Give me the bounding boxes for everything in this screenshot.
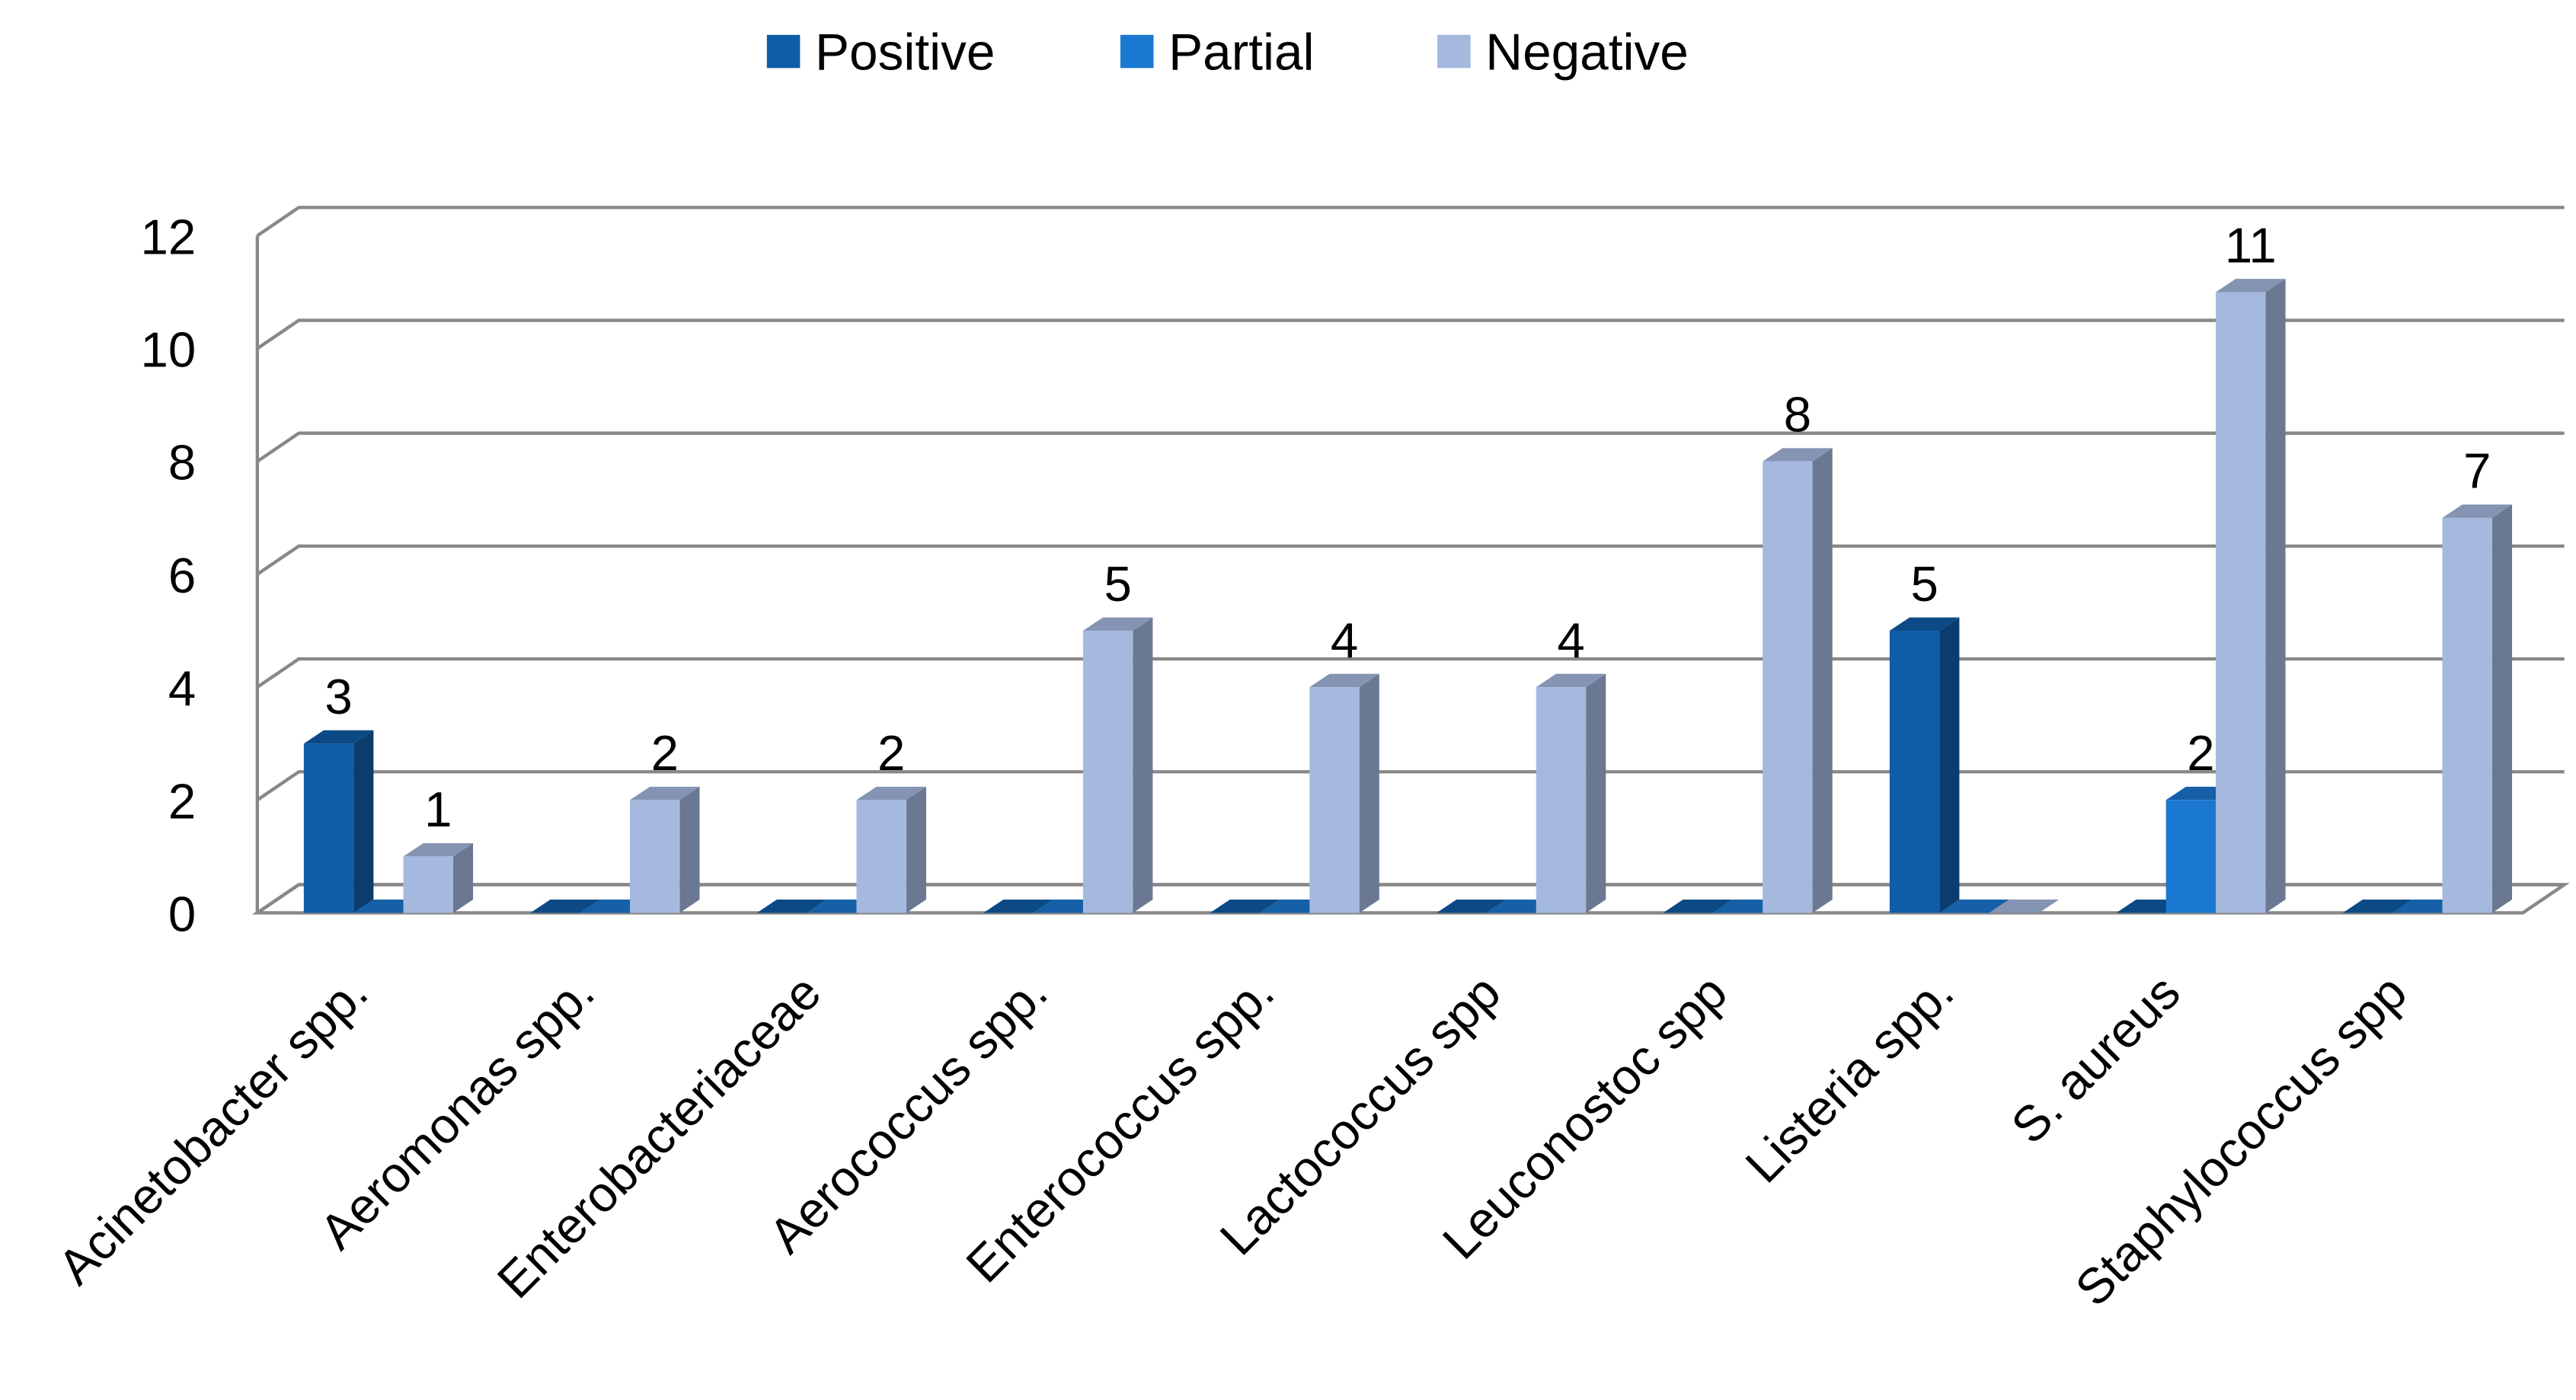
data-label: 8: [1784, 387, 1811, 443]
bar-group: [1939, 900, 2009, 913]
y-tick-label: 12: [141, 209, 197, 264]
bar-top: [1763, 448, 1833, 462]
data-label: 2: [877, 725, 905, 781]
bar: [1763, 461, 1813, 913]
legend-label: Positive: [815, 24, 995, 82]
bar-top: [1989, 900, 2060, 913]
y-tick-label: 6: [168, 548, 196, 603]
x-tick-label: Acinetobacter spp.: [47, 964, 378, 1295]
bar-side: [2265, 279, 2286, 913]
data-label: 4: [1331, 612, 1358, 668]
y-tick-label: 4: [168, 660, 196, 716]
bar: [1889, 631, 1940, 913]
bar: [630, 800, 680, 913]
bar-group: [856, 786, 926, 913]
y-tick-label: 2: [168, 773, 196, 829]
bar-group: [1763, 448, 1833, 913]
bar-side: [1133, 617, 1153, 913]
bar: [1309, 687, 1360, 913]
bar: [403, 856, 453, 913]
legend-swatch: [766, 34, 801, 69]
grid-line: [256, 318, 2565, 350]
data-label: 1: [424, 782, 452, 837]
bar-top: [1536, 673, 1606, 688]
bar-side: [2491, 504, 2513, 913]
x-tick-label: S. aureus: [2000, 964, 2190, 1154]
bar: [303, 743, 354, 913]
bar-group: [1989, 900, 2060, 913]
bar-group: [2216, 279, 2286, 913]
bar: [2165, 800, 2216, 913]
bar-group: [1536, 673, 1606, 913]
bar-top: [530, 900, 600, 913]
bar-top: [303, 730, 374, 744]
bar-top: [1210, 900, 1280, 913]
bar: [1536, 687, 1587, 913]
bar-side: [1586, 673, 1606, 913]
bar-top: [403, 842, 474, 857]
bar-group: [1437, 900, 1507, 913]
bar-group: [1210, 900, 1280, 913]
data-label: 5: [1910, 556, 1938, 612]
data-label: 2: [2187, 725, 2214, 781]
data-label: 2: [651, 725, 679, 781]
bar-top: [2216, 279, 2286, 292]
bar-group: [2342, 900, 2413, 913]
y-tick-label: 8: [168, 435, 196, 491]
data-label: 7: [2463, 443, 2491, 499]
bar-side: [1812, 448, 1833, 913]
bar-top: [2342, 900, 2413, 913]
bar-group: [1082, 617, 1153, 913]
bar: [2442, 517, 2492, 913]
legend-label: Negative: [1485, 24, 1689, 82]
bar-group: [983, 900, 1053, 913]
data-label: 3: [324, 669, 352, 724]
bar: [856, 800, 906, 913]
bar-group: [756, 900, 827, 913]
bar-top: [856, 786, 926, 801]
bar-top: [983, 900, 1053, 913]
bar-group: [2442, 504, 2513, 913]
grid-line: [256, 431, 2565, 463]
bar-top: [1437, 900, 1507, 913]
bar-top: [2442, 504, 2513, 518]
x-tick-label: Listeria spp.: [1735, 964, 1964, 1194]
bar: [1082, 631, 1133, 913]
bar-top: [1939, 900, 2009, 913]
bar-side: [679, 786, 700, 913]
legend-swatch: [1437, 34, 1471, 69]
bar-side: [353, 730, 374, 913]
bar-group: [530, 900, 600, 913]
data-label: 5: [1104, 556, 1131, 612]
bar-top: [1889, 617, 1960, 631]
bar-top: [1082, 617, 1153, 631]
bar-side: [452, 842, 474, 913]
bar-group: [1889, 617, 1960, 913]
y-tick-label: 0: [168, 886, 196, 941]
bar-group: [403, 842, 474, 913]
bar-side: [1939, 617, 1960, 913]
bar-group: [303, 730, 374, 913]
bar-group: [1309, 673, 1379, 913]
legend-label: Partial: [1168, 24, 1314, 82]
bar-top: [756, 900, 827, 913]
bar-top: [630, 786, 700, 801]
legend-swatch: [1120, 34, 1154, 69]
y-tick-label: 10: [141, 322, 197, 378]
bar-side: [906, 786, 926, 913]
bar-group: [1663, 900, 1733, 913]
bar-top: [1309, 673, 1379, 688]
data-label: 11: [2225, 217, 2277, 273]
data-label: 4: [1557, 612, 1584, 668]
bar-group: [630, 786, 700, 913]
bar-side: [1359, 673, 1379, 913]
bar: [2216, 292, 2266, 913]
bar-top: [1663, 900, 1733, 913]
grid-line: [256, 206, 2565, 238]
